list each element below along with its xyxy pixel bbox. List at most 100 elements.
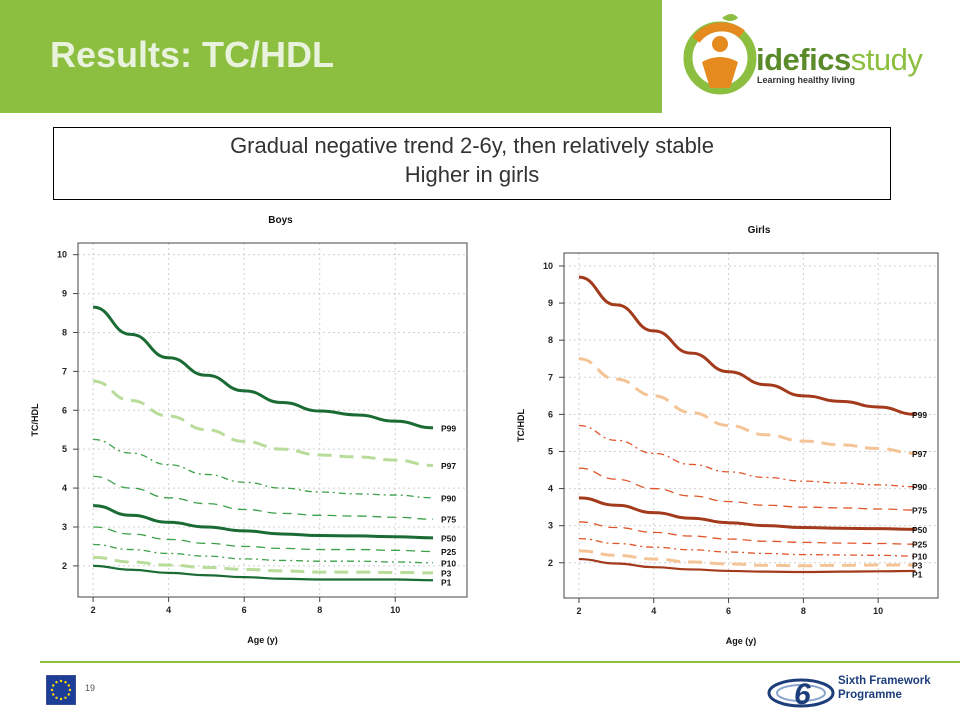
series-line-p1 [93,564,434,582]
eu-star-icon [52,693,55,696]
programme-line-1: Sixth Framework [838,675,931,687]
y-tick-label: 7 [62,366,67,376]
series-label-p90: P90 [912,482,927,492]
series-line-p75 [578,467,916,511]
y-tick-label: 7 [548,372,553,382]
y-tick-label: 9 [62,289,67,299]
plot-frame [77,242,468,598]
series-label-p75: P75 [441,515,456,525]
series-line-p90 [93,438,434,499]
x-tick-label: 6 [242,605,247,615]
series-line-p90 [578,424,916,488]
y-tick-label: 5 [548,446,553,456]
x-tick-label: 6 [726,606,731,616]
eu-star-icon [64,681,67,684]
charts-svg: 2 4 6 8 10 2 3 4 5 6 7 8 9 10 Boys Age (y) TC/HDL P99 P97 P… [30,215,939,646]
header-bar [0,0,662,113]
chart-girls: 2 4 6 8 10 2 3 4 5 6 7 8 9 10 Girls Age (y) TC/HDL P99 P97… [516,225,939,646]
series-label-p99: P99 [912,410,927,420]
chart-boys: 2 4 6 8 10 2 3 4 5 6 7 8 9 10 Boys Age (y) TC/HDL P99 P97 P… [30,215,468,645]
x-tick-label: 8 [317,605,322,615]
plot-frame [563,252,939,599]
x-axis-label: Age (y) [247,635,278,645]
series-line-p50 [93,504,434,540]
series-line-p99 [92,305,434,430]
series-label-p10: P10 [441,558,456,568]
chart-title: Girls [748,225,771,236]
series-label-p1: P1 [441,577,452,587]
series-label-p25: P25 [912,540,927,550]
eu-star-icon [52,684,55,687]
series-label-p1: P1 [912,570,923,580]
y-tick-label: 10 [543,261,553,271]
eu-star-icon [68,688,72,692]
series-label-p10: P10 [912,552,927,562]
y-tick-label: 5 [62,444,67,454]
series-label-p97: P97 [912,449,927,459]
eu-star-icon [59,697,63,701]
series-label-p50: P50 [912,525,927,535]
series-line-p97 [92,379,434,468]
logo-tagline: Learning healthy living [757,75,856,85]
summary-box: Gradual negative trend 2-6y, then relati… [53,127,891,200]
eu-star-icon [67,693,70,696]
y-tick-label: 2 [548,558,553,568]
y-tick-label: 4 [548,484,553,494]
x-tick-label: 10 [873,606,883,616]
x-tick-label: 2 [576,606,581,616]
x-tick-label: 4 [651,606,656,616]
y-tick-label: 10 [57,250,67,260]
y-tick-label: 6 [62,405,67,415]
chart-title: Boys [268,215,293,226]
series-line-p10 [578,537,916,557]
eu-star-icon [64,696,67,699]
y-tick-label: 9 [548,298,553,308]
page-number: 19 [85,683,96,693]
series-label-p3: P3 [912,561,923,571]
series-line-p97 [578,357,916,455]
x-tick-label: 8 [801,606,806,616]
y-tick-label: 8 [62,327,67,337]
series-label-p25: P25 [441,547,456,557]
series-line-p1 [578,557,916,574]
series-line-p25 [578,521,916,545]
programme-line-2: Programme [838,689,902,701]
summary-line-1: Gradual negative trend 2-6y, then relati… [230,133,714,158]
series-line-p3 [578,549,916,568]
eu-star-icon [67,684,70,687]
sixth-framework-text: Sixth Framework Programme [838,674,931,702]
series-label-p50: P50 [441,533,456,543]
series-label-p97: P97 [441,461,456,471]
series-label-p3: P3 [441,568,452,578]
series-line-p25 [93,526,434,553]
series-line-p3 [93,555,434,575]
x-axis-label: Age (y) [726,636,757,646]
series-line-p75 [93,475,434,520]
series-line-p99 [578,275,916,416]
y-tick-label: 6 [548,409,553,419]
x-tick-label: 4 [166,605,171,615]
y-tick-label: 3 [548,521,553,531]
series-label-p99: P99 [441,423,456,433]
idefics-logo-icon [683,14,757,95]
eu-star-icon [55,681,58,684]
footer-divider [40,661,960,663]
y-tick-label: 2 [62,561,67,571]
y-tick-label: 4 [62,483,67,493]
eu-star-icon [59,679,63,683]
series-line-p50 [578,496,916,531]
series-label-p75: P75 [912,506,927,516]
slide-title: Results: TC/HDL [50,34,335,75]
series-line-p10 [93,543,434,564]
x-tick-label: 2 [91,605,96,615]
y-axis-label: TC/HDL [30,403,40,436]
eu-flag-icon [46,675,76,705]
series-label-p90: P90 [441,493,456,503]
logo-wordmark-bold: idefics [756,42,851,77]
eu-star-icon [50,688,54,692]
svg-text:6: 6 [794,678,811,711]
summary-line-2: Higher in girls [404,162,540,187]
logo-wordmark: ideficsstudy [756,42,923,78]
logo-wordmark-light: study [850,42,923,77]
eu-star-icon [55,696,58,699]
